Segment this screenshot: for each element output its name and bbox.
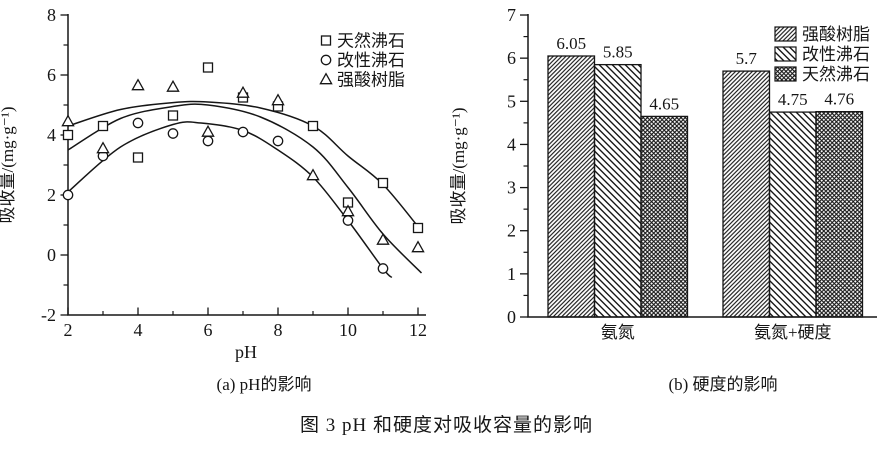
bar-value-label: 6.05 [556, 34, 586, 53]
x-axis-tick-label: 6 [204, 320, 213, 340]
legend-marker-triangle [319, 72, 333, 85]
x-axis-tick-label: 4 [134, 320, 143, 340]
x-axis-tick-label: 12 [409, 320, 427, 340]
data-point-triangle [306, 168, 320, 181]
data-point-triangle [271, 93, 285, 106]
data-point-triangle [411, 240, 425, 253]
bar-value-label: 5.85 [603, 43, 633, 62]
bar [768, 111, 817, 318]
y-axis-tick-label: 8 [47, 5, 56, 25]
bar-value-label: 5.7 [736, 49, 758, 68]
data-point-circle [62, 189, 74, 201]
y-axis-tick-label: 3 [507, 178, 516, 198]
data-point-circle [342, 215, 354, 226]
y-axis-tick-label: 2 [47, 185, 56, 205]
figure-caption: 图 3 pH 和硬度对吸收容量的影响 [300, 415, 593, 436]
x-axis-tick-label: 8 [274, 320, 283, 340]
data-point-triangle [341, 204, 355, 217]
legend-swatch [774, 46, 797, 62]
bar [722, 70, 771, 318]
bar [593, 63, 642, 318]
legend-label: 强酸树脂 [802, 25, 870, 44]
legend-marker-square [320, 35, 332, 46]
y-axis-title: 吸收量/(mg·g⁻¹) [0, 107, 17, 224]
bar [547, 55, 596, 318]
data-point-square [377, 177, 389, 189]
y-axis-tick-label: 4 [507, 134, 516, 154]
fit-curve [67, 103, 423, 274]
data-point-triangle [61, 114, 75, 127]
x-axis-tick-label: 10 [339, 320, 357, 340]
bar-value-label: 4.65 [649, 94, 679, 113]
y-axis-tick-label: 2 [507, 221, 516, 241]
y-axis-tick-label: 1 [507, 264, 516, 284]
y-axis-tick-label: -2 [41, 305, 56, 325]
y-axis-title: 吸收量/(mg·g⁻¹) [450, 108, 468, 225]
y-axis-tick-label: 6 [47, 65, 56, 85]
y-axis-tick-label: 4 [47, 125, 56, 145]
legend-label: 改性沸石 [802, 45, 870, 64]
data-point-circle [202, 135, 214, 147]
data-point-square [132, 152, 144, 163]
chart-hardness-bars: 0 1 2 3 4 5 6 7 6.05 5.85 4.65 氨氮 5.7 4.75 4.76 氨氮+硬度 强酸… [450, 5, 877, 342]
data-point-square [412, 222, 424, 234]
bar-plot: 0 1 2 3 4 5 6 7 6.05 5.85 4.65 氨氮 5.7 4.75 4.76 氨氮+硬度 强酸… [450, 5, 877, 342]
bar [640, 115, 689, 318]
legend-label: 天然沸石 [337, 32, 405, 51]
data-point-triangle [166, 79, 180, 92]
y-axis-tick-label: 0 [507, 307, 516, 327]
data-point-square [167, 110, 179, 121]
data-point-triangle [131, 78, 145, 91]
y-axis-tick-label: 6 [507, 48, 516, 68]
data-point-triangle [376, 232, 390, 245]
data-point-triangle [201, 124, 215, 137]
data-point-triangle [236, 85, 250, 98]
category-label: 氨氮+硬度 [754, 323, 832, 342]
data-point-circle [272, 135, 284, 147]
subcaption-a: (a) pH的影响 [216, 375, 312, 394]
bar [815, 111, 864, 318]
bar-value-label: 4.76 [824, 90, 854, 109]
data-point-circle [132, 117, 144, 129]
fit-curve [67, 121, 393, 279]
data-point-square [62, 129, 74, 141]
data-point-square [202, 62, 214, 73]
y-axis-tick-label: 0 [47, 245, 56, 265]
y-axis-tick-label: 5 [507, 91, 516, 111]
y-axis-tick-label: 7 [507, 5, 516, 25]
fit-curve [67, 100, 423, 232]
legend-marker-circle [320, 54, 332, 66]
legend-label: 强酸树脂 [337, 71, 405, 90]
data-point-circle [377, 263, 389, 274]
data-point-circle [237, 126, 249, 138]
legend-swatch [774, 66, 797, 82]
x-axis-tick-label: 2 [64, 320, 73, 340]
data-point-triangle [96, 141, 110, 154]
subcaption-b: (b) 硬度的影响 [668, 375, 778, 394]
bar-value-label: 4.75 [778, 90, 808, 109]
x-axis-title: pH [235, 342, 257, 362]
category-label: 氨氮 [601, 323, 635, 342]
legend-label: 天然沸石 [802, 65, 870, 84]
data-point-circle [167, 128, 179, 139]
data-point-square [97, 120, 109, 132]
legend-swatch [774, 26, 797, 42]
legend-label: 改性沸石 [337, 51, 405, 70]
data-point-square [307, 120, 319, 132]
